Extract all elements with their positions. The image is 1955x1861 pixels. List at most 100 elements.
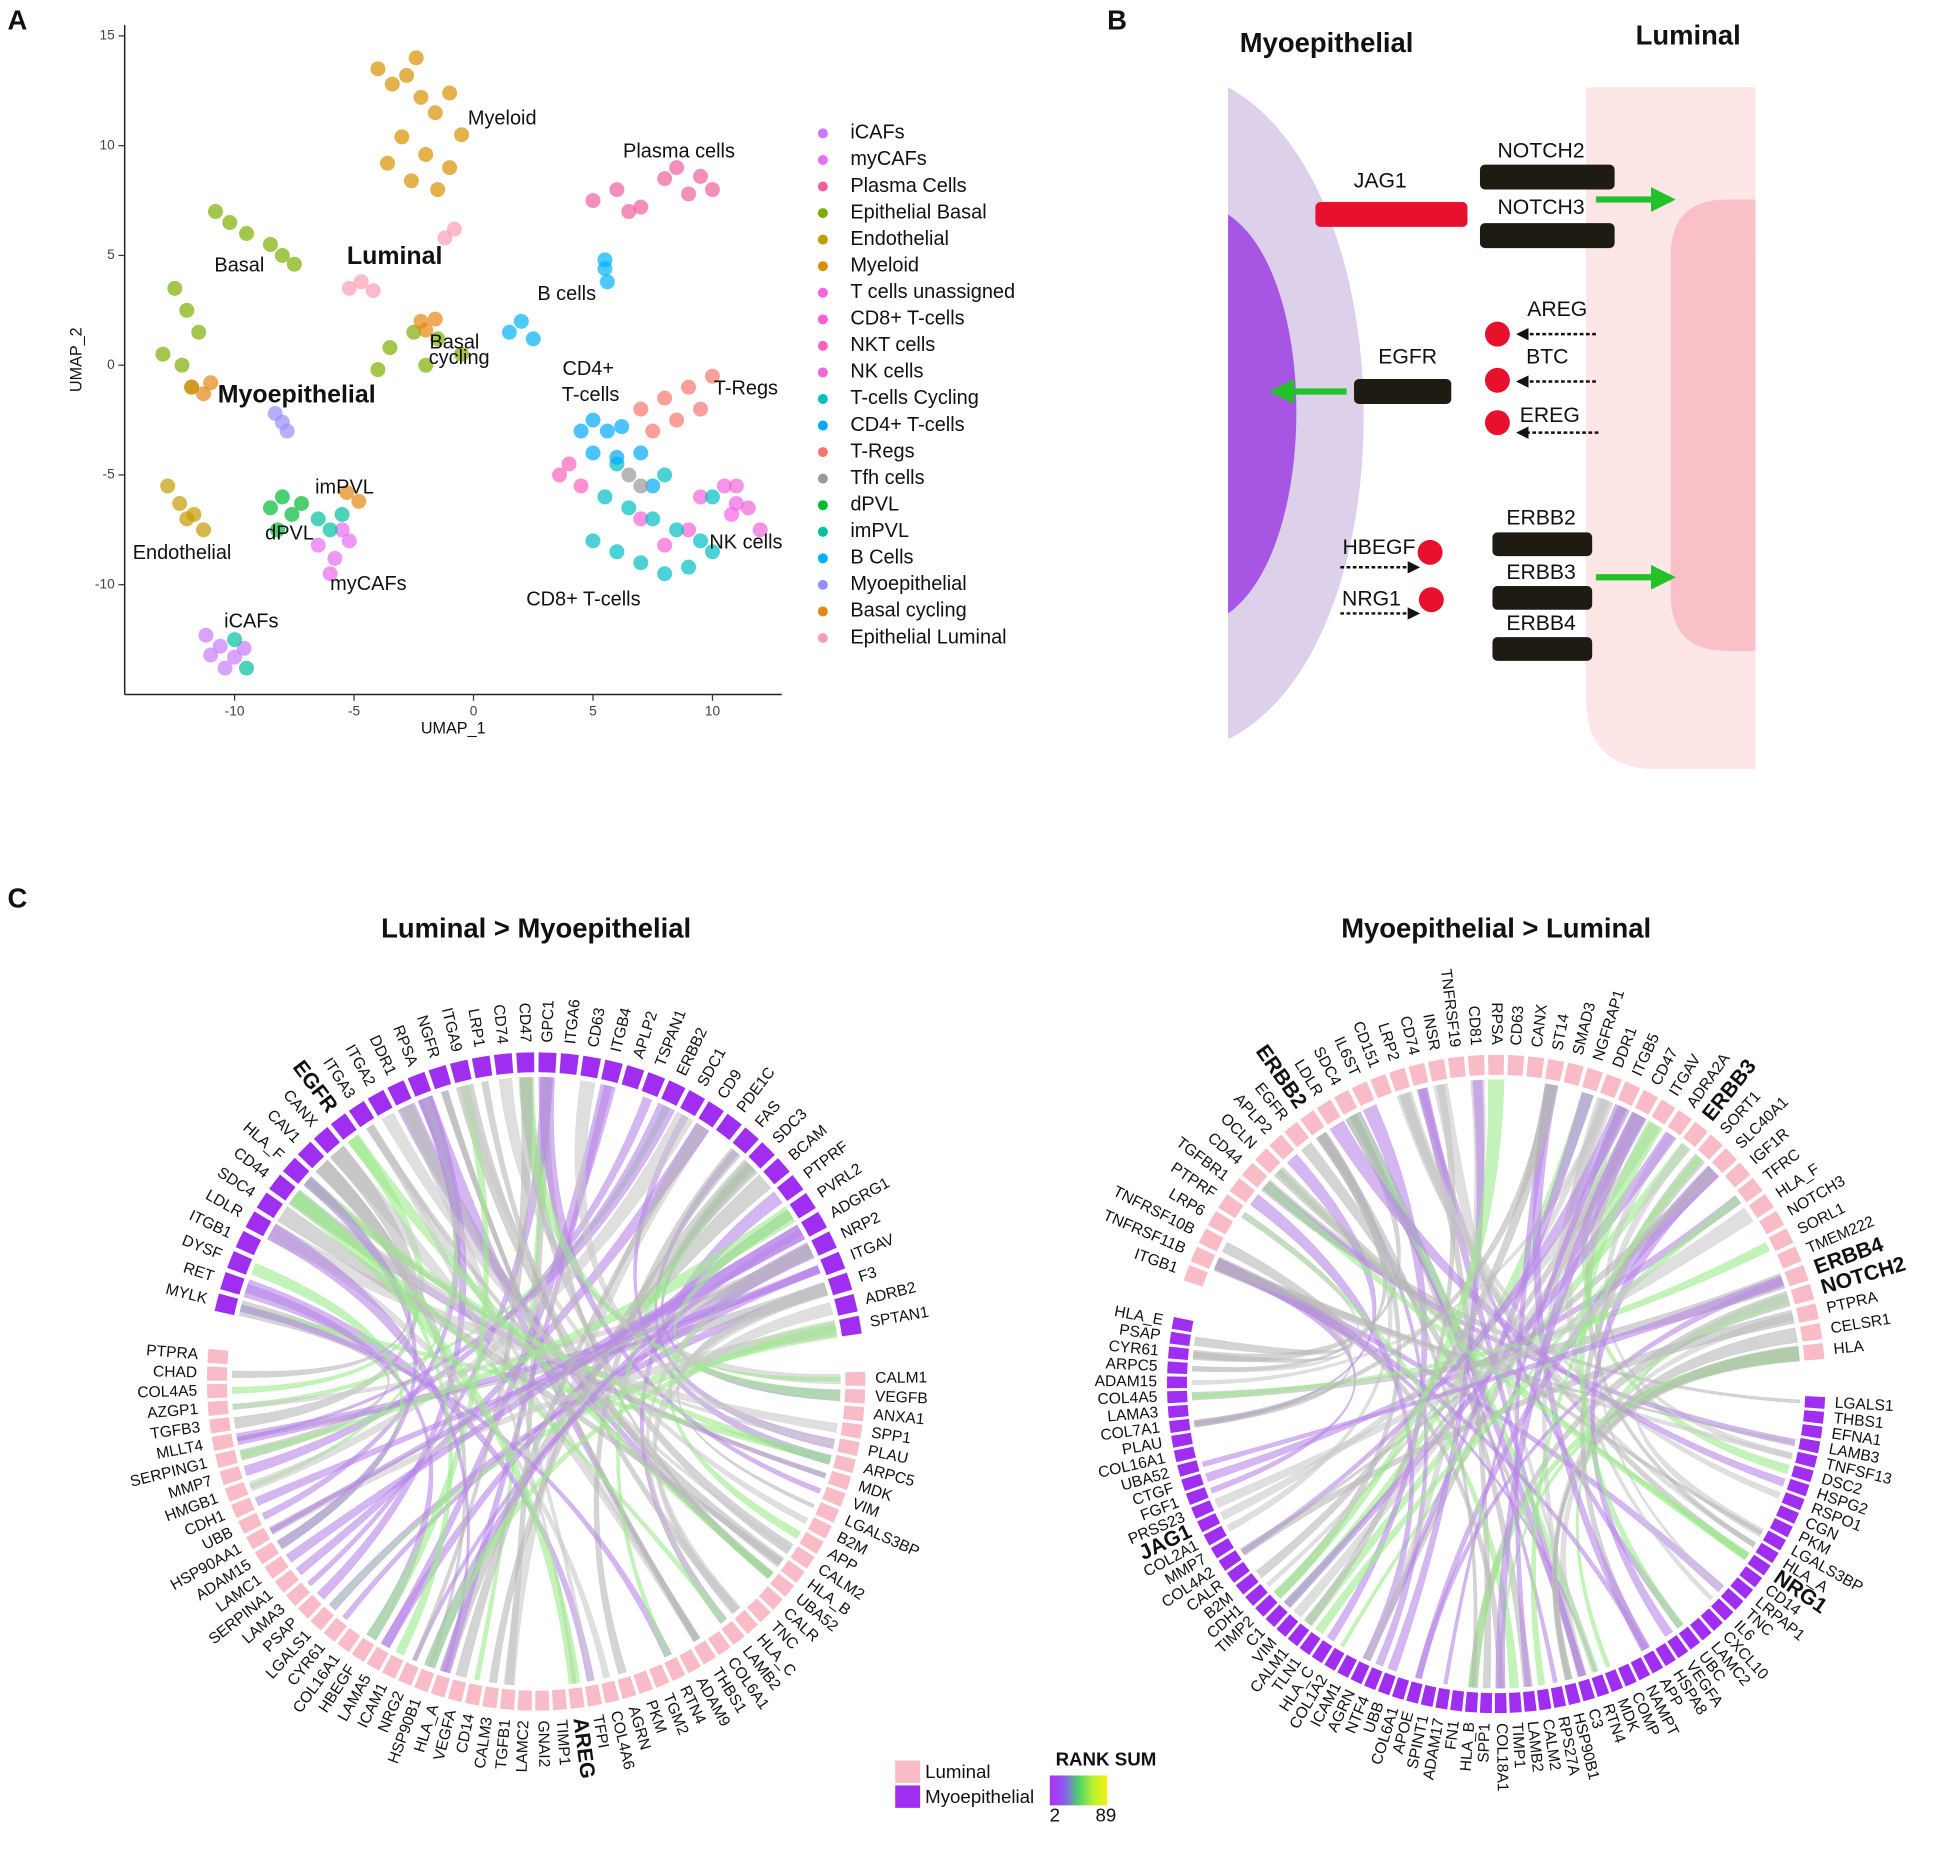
gene-label: CELSR1: [1829, 1311, 1892, 1338]
arc-segment: [1450, 1690, 1465, 1712]
gene-label: PTPRA: [146, 1342, 200, 1363]
chord-ribbon: [424, 1324, 837, 1669]
legend-label: Plasma Cells: [850, 175, 966, 197]
legend-swatch: [817, 606, 828, 617]
gene-label: SPP1: [1475, 1723, 1493, 1763]
gene-label: ERBB3: [1506, 561, 1575, 584]
arc-segment: [1479, 1692, 1493, 1714]
arc-segment: [1300, 1110, 1325, 1136]
arc-segment: [264, 1556, 289, 1579]
point: [437, 230, 453, 246]
point: [196, 386, 212, 402]
point: [633, 555, 649, 571]
arc-segment: [471, 1055, 493, 1079]
arc-segment: [1364, 1667, 1383, 1691]
legend-label: T-cells Cycling: [850, 387, 979, 409]
gene-label: SPTAN1: [869, 1304, 930, 1331]
arc-segment: [1578, 1678, 1595, 1702]
gene-label: INSR: [1419, 1012, 1443, 1052]
arc-segment: [215, 1449, 238, 1469]
chord-ribbon: [645, 1245, 814, 1624]
gene-label: LAMC2: [514, 1720, 533, 1773]
arc-segment: [580, 1055, 601, 1079]
gene-label: ANXA1: [873, 1406, 926, 1428]
arc-segment: [449, 1059, 472, 1084]
arc-segment: [839, 1315, 862, 1337]
point: [669, 160, 685, 176]
arc-segment: [227, 1251, 253, 1275]
legend-swatch: [817, 314, 828, 325]
chord-ribbon: [1193, 1083, 1558, 1428]
cluster-label: CD4+: [562, 358, 614, 380]
arc-segment: [1564, 1682, 1581, 1705]
legend-swatch: [817, 340, 828, 351]
arc-segment: [238, 1512, 263, 1534]
point: [408, 50, 424, 66]
legend-swatch: [817, 128, 828, 139]
legend-swatch: [817, 261, 828, 272]
chord-ribbon: [295, 1122, 710, 1576]
chord-ribbon: [1433, 1083, 1598, 1673]
arc-segment: [499, 1688, 516, 1710]
legend-swatch: [817, 181, 828, 192]
arc-segment: [1427, 1058, 1447, 1082]
arc-segment: [1667, 1635, 1689, 1659]
point: [322, 522, 338, 538]
point: [442, 160, 458, 176]
legend-label: Endothelial: [850, 228, 949, 250]
arc-segment: [206, 1384, 228, 1399]
arc-segment: [1800, 1323, 1823, 1342]
arc-segment: [621, 1065, 645, 1090]
arc-segment: [206, 1366, 228, 1381]
gene-label: VEGFB: [875, 1388, 929, 1407]
point: [609, 182, 625, 198]
point: [669, 412, 685, 428]
gene-label: AREG: [1527, 298, 1587, 321]
gene-label: HBEGF: [1342, 536, 1415, 559]
arc-segment: [1169, 1418, 1191, 1433]
ligand-bar: [1315, 201, 1468, 227]
cluster-label: Basal: [429, 332, 479, 354]
chord-ribbon: [1255, 1083, 1559, 1579]
arc-segment: [313, 1126, 341, 1154]
point: [174, 357, 190, 373]
arc-segment: [1168, 1346, 1189, 1360]
gene-label: TGFB3: [149, 1419, 201, 1443]
gene-label: CD47: [515, 1002, 533, 1042]
arc-segment: [601, 1680, 620, 1704]
chord-ribbon: [1326, 1104, 1428, 1642]
arc-segment: [428, 1064, 452, 1090]
chord-ribbon: [652, 1281, 829, 1615]
cluster-label: T-Regs: [714, 378, 778, 400]
arc-segment: [1284, 1121, 1310, 1148]
gene-label: THBS1: [1833, 1410, 1885, 1432]
arc-segment: [1724, 1162, 1751, 1188]
gene-label: AZGP1: [147, 1401, 199, 1422]
arc-segment: [1786, 1478, 1810, 1497]
cluster-label: iCAFs: [224, 610, 278, 632]
cluster-label: dPVL: [265, 522, 314, 544]
arc-segment: [1784, 1264, 1809, 1287]
arc-segment: [1350, 1661, 1370, 1685]
arc-segment: [207, 1348, 229, 1365]
chord-ribbon: [328, 1283, 828, 1611]
gene-label: CD74: [490, 1004, 511, 1046]
arc-segment: [310, 1606, 334, 1631]
point: [380, 155, 395, 171]
arc-segment: [1265, 1604, 1288, 1628]
point: [657, 537, 673, 553]
receptor-bar: [1492, 637, 1593, 661]
arc-segment: [1197, 1513, 1221, 1533]
arc-segment: [1377, 1672, 1396, 1696]
gene-label: LAMA3: [1107, 1404, 1159, 1425]
gene-label: MYLK: [164, 1281, 210, 1308]
gene-label: ITGA9: [438, 1006, 465, 1054]
arc-segment: [1226, 1561, 1250, 1583]
point: [681, 186, 697, 202]
chord-ribbon: [424, 1228, 803, 1669]
cell-title: Luminal: [1636, 20, 1741, 51]
arc-segment: [1167, 1361, 1188, 1374]
point: [322, 566, 338, 582]
arc-segment: [1795, 1303, 1819, 1323]
chord-ribbon: [440, 1089, 700, 1642]
